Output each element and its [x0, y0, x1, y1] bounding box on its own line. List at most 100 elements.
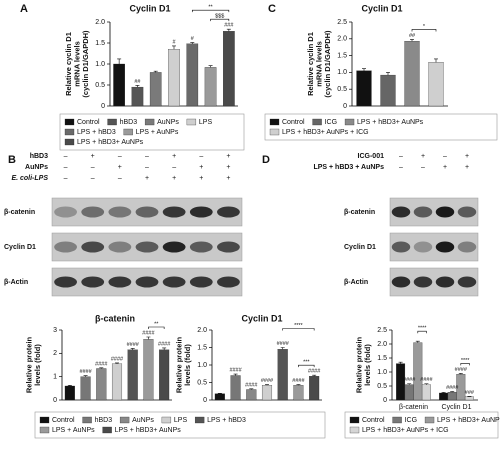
y-tick-label: 0	[343, 103, 347, 110]
condition-label: LPS + hBD3 + AuNPs	[313, 164, 384, 171]
blot-band	[413, 241, 433, 253]
y-axis-label: (cyclin D1/GAPDH)	[323, 30, 332, 98]
condition-sign: +	[199, 175, 203, 182]
bar	[204, 67, 217, 107]
significance-mark: ***	[303, 360, 310, 366]
y-tick-label: 0	[101, 103, 105, 110]
significance-mark: ####	[79, 369, 92, 375]
significance-mark: ####	[403, 377, 416, 383]
panel-letter: D	[262, 154, 270, 166]
significance-mark: ****	[294, 323, 303, 329]
significance-mark: ####	[308, 369, 321, 375]
bar	[113, 63, 125, 107]
blot-band	[457, 241, 477, 253]
blot-band	[135, 276, 159, 288]
condition-sign: –	[399, 153, 403, 160]
blot-band	[108, 276, 132, 288]
condition-sign: +	[421, 153, 425, 160]
condition-sign: +	[172, 175, 176, 182]
bar	[64, 385, 75, 401]
error-bar	[162, 347, 167, 350]
error-bar	[208, 65, 213, 68]
error-bar	[407, 383, 412, 385]
significance-bracket	[191, 9, 230, 13]
legend-label: LPS + hBD3+ AuNPs	[115, 427, 182, 434]
condition-sign: –	[118, 153, 122, 160]
legend-label: LPS + AuNPs	[52, 427, 95, 434]
condition-sign: –	[64, 175, 68, 182]
legend-swatch	[39, 426, 50, 434]
significance-bracket	[282, 328, 315, 331]
bar	[230, 375, 241, 401]
y-axis-label: Relative cyclin D1	[64, 32, 73, 96]
condition-sign: +	[172, 153, 176, 160]
error-bar	[117, 58, 122, 64]
bar	[246, 389, 257, 401]
condition-sign: –	[118, 175, 122, 182]
bar	[186, 43, 199, 107]
error-bar	[130, 348, 135, 350]
legend-label: AuNPs	[132, 417, 154, 424]
condition-sign: +	[118, 164, 122, 171]
error-bar	[190, 42, 195, 44]
legend-swatch	[349, 416, 360, 424]
significance-bracket	[411, 29, 437, 32]
bar	[464, 396, 474, 401]
band-label: β-Actin	[4, 279, 28, 286]
y-tick-label: 1.5	[95, 40, 105, 47]
blot-band	[391, 241, 411, 253]
y-tick-label: 1.5	[197, 344, 207, 351]
error-bar	[386, 72, 390, 76]
condition-sign: –	[172, 164, 176, 171]
significance-mark: ****	[461, 358, 470, 364]
legend-swatch	[82, 416, 92, 424]
band-label: β-Actin	[344, 279, 368, 286]
blot-band	[435, 206, 455, 218]
y-tick-label: 2.0	[337, 36, 347, 43]
error-bar	[135, 85, 140, 88]
bar	[96, 368, 107, 401]
condition-sign: –	[199, 153, 203, 160]
condition-sign: –	[399, 164, 403, 171]
bar	[143, 339, 154, 401]
significance-mark: $$$	[215, 14, 224, 20]
y-tick-label: 1.5	[337, 52, 347, 59]
legend-swatch	[269, 118, 280, 126]
significance-bracket	[148, 326, 165, 329]
condition-sign: –	[443, 153, 447, 160]
blot-band	[435, 276, 455, 288]
significance-bracket	[298, 364, 315, 368]
blot-band	[162, 276, 186, 288]
blot-band	[391, 276, 411, 288]
y-axis-label: Relative protein	[174, 336, 183, 393]
x-tick-label: β-catenin	[399, 404, 428, 411]
significance-mark: ####	[261, 378, 274, 384]
significance-mark: **	[208, 5, 213, 11]
y-tick-label: 2.0	[377, 341, 387, 348]
significance-mark: #	[191, 36, 195, 42]
legend-label: LPS + hBD3+ AuNPs	[357, 119, 424, 126]
legend-swatch	[269, 128, 280, 136]
significance-mark: **	[154, 321, 159, 327]
y-axis-label: levels (fold)	[363, 344, 372, 386]
legend-label: LPS	[199, 119, 213, 126]
chart-title: Cyclin D1	[241, 313, 282, 323]
condition-label: AuNPs	[25, 164, 48, 171]
legend-swatch	[64, 128, 75, 136]
condition-sign: –	[64, 164, 68, 171]
significance-mark: #	[172, 39, 176, 45]
y-tick-label: 0.5	[337, 86, 347, 93]
significance-mark: ####	[245, 382, 258, 388]
significance-mark: ##	[409, 33, 416, 39]
legend-label: Control	[362, 417, 385, 424]
bar	[149, 72, 162, 107]
legend-swatch	[144, 118, 155, 126]
bar	[261, 385, 273, 401]
bar	[309, 376, 320, 401]
condition-sign: +	[226, 175, 230, 182]
condition-sign: +	[443, 164, 447, 171]
significance-mark: ####	[127, 342, 140, 348]
blot-band	[457, 276, 477, 288]
